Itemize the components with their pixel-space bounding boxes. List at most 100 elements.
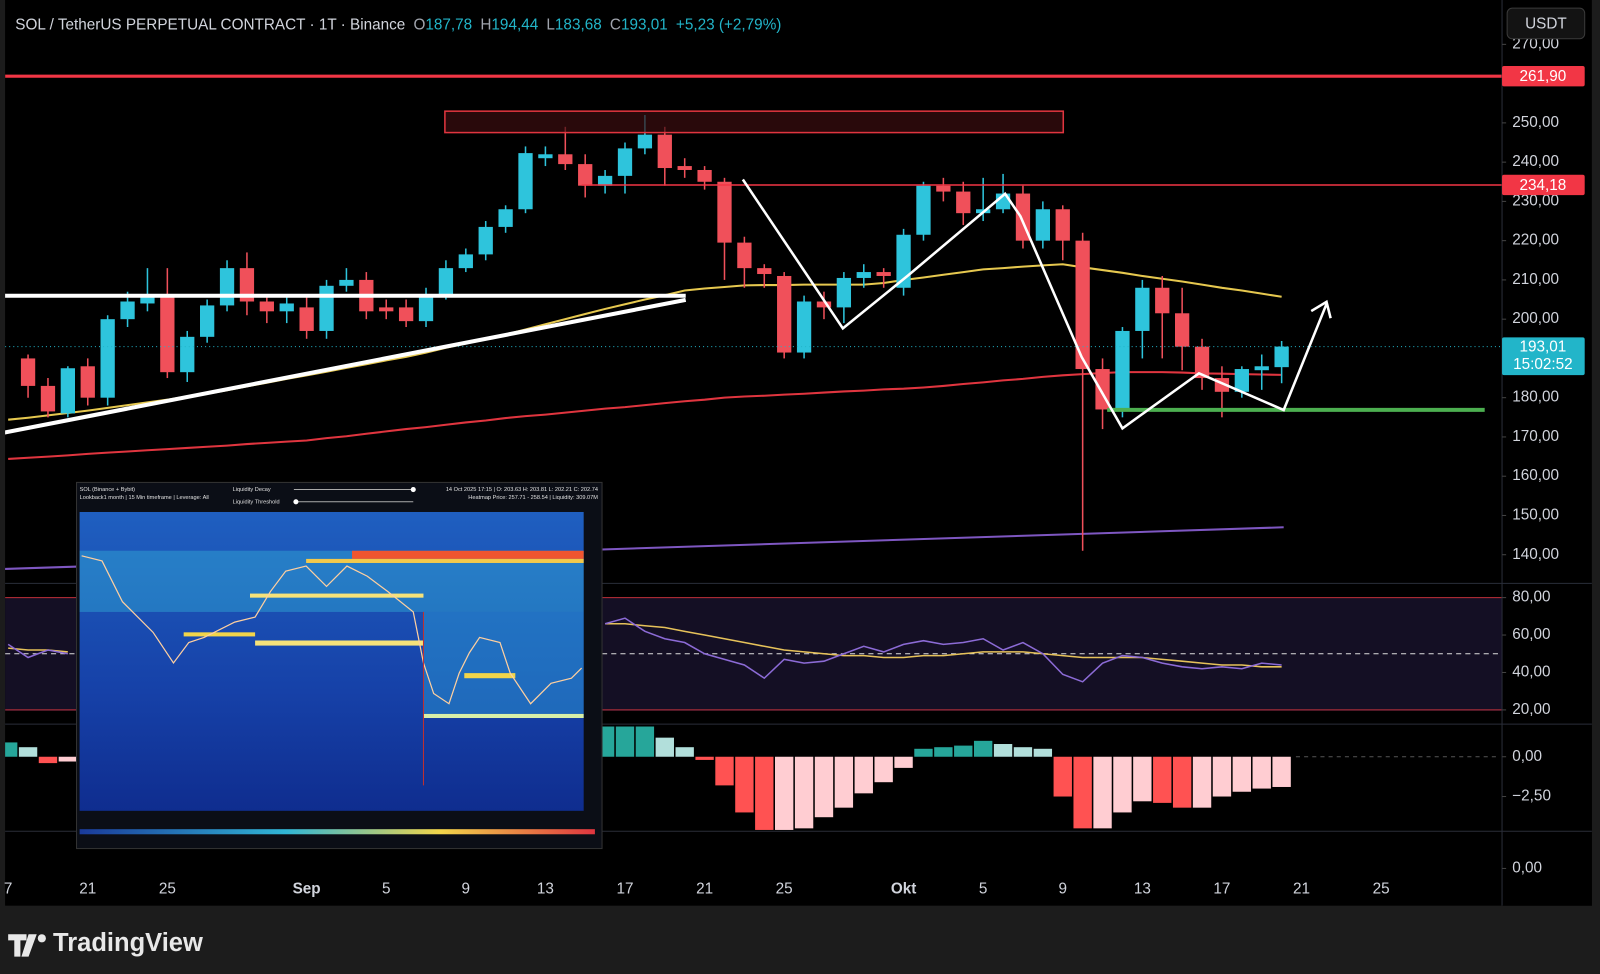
candle-body [518,153,533,210]
x-tick-label: 17 [1213,880,1230,897]
histogram-bar [1192,756,1212,808]
histogram-bar [854,756,873,794]
slider-knob [410,487,416,493]
heat-band [423,611,584,714]
symbol: SOL / TetherUS PERPETUAL CONTRACT · 1T ·… [15,17,405,34]
pattern-drawing [741,178,1328,431]
histogram-bar [934,747,953,757]
x-tick-label: 25 [1373,880,1390,897]
ohlc-label: C [610,17,621,34]
heat-band [352,550,584,559]
candle-body [498,209,513,227]
ohlc-label: O [413,17,425,34]
header: SOL / TetherUS PERPETUAL CONTRACT · 1T ·… [15,17,781,34]
histogram-bar [1133,756,1152,802]
candle-body [737,242,752,269]
candle-body [1234,369,1249,392]
candle-body [597,175,613,186]
candle-body [1075,240,1090,370]
color-scale [79,829,595,835]
candle-body [20,358,36,386]
candle-body [80,366,95,398]
histogram-bar [695,756,714,760]
ohlc-value: 187,78 [425,17,472,34]
candle-body [219,268,235,306]
candle-body [1274,346,1289,368]
x-tick-label: 13 [537,880,554,897]
histogram-bar [834,756,854,808]
inset-text: Liquidity Decay [233,487,271,493]
rsi-line [7,617,1282,683]
candle-body [1055,209,1070,241]
button-bg[interactable] [1506,7,1586,40]
histogram-bar [814,756,834,818]
candle-body [637,134,653,149]
last-price-label: 193,01 [1519,339,1566,356]
currency[interactable]: USDT [1525,16,1567,33]
price-pane [5,74,1503,570]
candle-body [796,301,812,353]
indicator-marks [5,597,1503,830]
axis-background [1502,583,1592,906]
histogram-bar [18,747,38,757]
candle-body [60,368,75,414]
inset-text: Heatmap Price: 257.71 - 258.54 | Liquidi… [468,495,598,501]
candle-body [40,385,56,412]
inset-text: SOL (Binance + Bybit) [80,487,136,493]
y-tick-label: 150,00 [1512,507,1559,524]
ohlc-value: 194,44 [491,17,538,34]
x-tick-label: 21 [696,880,713,897]
trendline [5,297,687,435]
candle-body [259,301,274,312]
currency-button[interactable]: USDT [1506,7,1586,40]
histogram-bar [794,756,814,829]
y-tick-label: 180,00 [1512,389,1559,406]
candle-body [657,134,672,169]
x-tick-label: Sep [293,880,321,897]
histogram-bar [615,726,635,757]
y-tick-label: 220,00 [1512,232,1559,249]
y-tick-label: 250,00 [1512,114,1559,131]
logo-text: TradingView [53,929,203,957]
histogram-bar [1232,756,1252,792]
candle-body [677,166,692,170]
y-tick-label: 170,00 [1512,428,1559,445]
y-tick-label: 60,00 [1512,626,1550,643]
y-tick-label: 0,00 [1512,859,1542,876]
heat-band [183,632,256,637]
histogram-bar [1252,756,1271,789]
y-tick-label: 230,00 [1512,192,1559,209]
x-tick-label: 25 [776,880,793,897]
heatmap-inset: SOL (Binance + Bybit) Lookback1 month | … [76,481,603,850]
y-tick-label: 40,00 [1512,664,1550,681]
candle-body [239,268,255,302]
candle-body [1115,330,1130,410]
y-tick-label: 270,00 [1512,35,1559,52]
inset-text: Lookback1 month | 15 Min timeframe | Lev… [80,495,209,501]
candle-body [956,191,971,214]
candle-body [916,185,931,235]
heat-band [255,640,424,646]
resistance-zone [444,110,1065,134]
y-tick-label: 140,00 [1512,546,1559,563]
histogram-bar [735,756,754,813]
candle-body [816,301,832,308]
histogram-bar [38,756,58,764]
rsi-ma [8,623,1282,668]
countdown: 15:02:52 [1513,356,1573,373]
histogram-bar [775,756,794,830]
x-tick-label: 21 [79,880,96,897]
x-tick-label: 13 [1134,880,1151,897]
candle-body [438,268,454,296]
candle-body [200,305,215,337]
histogram-bar [874,756,893,783]
histogram-bar [1013,747,1033,757]
y-tick-label: 20,00 [1512,701,1550,718]
candle-body [319,285,334,331]
histogram-bar [1212,756,1232,797]
candle-body [418,295,434,322]
change: +5,23 (+2,79%) [676,17,781,34]
candle-body [836,277,852,308]
